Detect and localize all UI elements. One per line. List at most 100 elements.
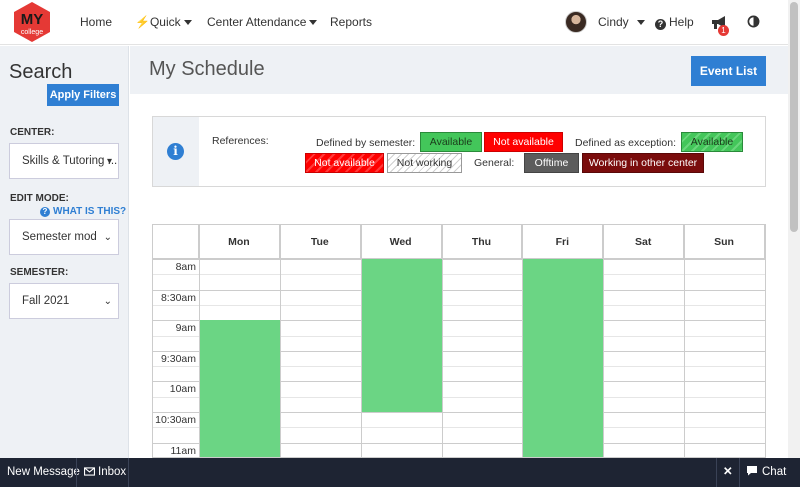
college-logo[interactable]: MY college <box>10 0 54 44</box>
center-label: CENTER: <box>10 127 55 138</box>
svg-text:college: college <box>21 29 43 36</box>
close-icon[interactable]: ✕ <box>723 466 733 478</box>
day-header-thu: Thu <box>441 225 523 259</box>
grid-line <box>153 412 765 413</box>
apply-filters-button[interactable]: Apply Filters <box>47 84 119 106</box>
user-avatar[interactable] <box>565 11 587 33</box>
chat-button[interactable]: Chat <box>746 458 786 487</box>
what-is-this-label: WHAT IS THIS? <box>53 206 127 217</box>
grid-line <box>153 304 765 306</box>
grid-line <box>153 259 765 260</box>
question-icon: ? <box>655 19 666 30</box>
semester-select[interactable]: Fall 2021 ⌄ <box>9 283 119 319</box>
info-icon: i <box>167 143 184 160</box>
svg-text:MY: MY <box>21 11 44 28</box>
center-select[interactable]: Skills & Tutoring ... ▾ <box>9 143 119 179</box>
divider <box>739 458 740 487</box>
available-block-mon[interactable] <box>200 320 280 457</box>
grid-line <box>765 225 766 458</box>
bolt-icon: ⚡ <box>135 15 150 29</box>
grid-line <box>279 225 281 457</box>
time-label: 8:30am <box>160 291 196 304</box>
grid-line <box>153 335 765 337</box>
legend-working-other-center: Working in other center <box>582 153 704 173</box>
page-title: My Schedule <box>149 58 265 80</box>
question-icon: ? <box>40 207 50 217</box>
defined-by-semester-label: Defined by semester: <box>316 137 416 149</box>
defined-as-exception-label: Defined as exception: <box>575 137 676 149</box>
legend-exception-not-available: Not available <box>305 153 384 173</box>
center-select-value: Skills & Tutoring ... <box>22 155 118 167</box>
bottom-bar: New Message Inbox ✕ Chat <box>0 458 800 487</box>
event-list-button[interactable]: Event List <box>691 56 766 86</box>
edit-mode-select[interactable]: Semester mod ⌄ <box>9 219 119 255</box>
grid-line <box>360 225 362 457</box>
general-label: General: <box>474 157 515 169</box>
divider <box>128 458 129 487</box>
search-title: Search <box>9 61 73 83</box>
time-label: 8am <box>175 261 196 273</box>
legend-offtime: Offtime <box>524 153 579 173</box>
grid-line <box>153 396 765 398</box>
grid-line <box>153 320 765 322</box>
chat-label: Chat <box>762 466 787 478</box>
scrollbar-thumb[interactable] <box>790 2 798 232</box>
page-scrollbar[interactable] <box>788 0 800 458</box>
contrast-toggle-icon[interactable] <box>747 15 760 28</box>
legend-exception-available: Available <box>681 132 743 152</box>
references-legend: i References: Defined by semester: Avail… <box>152 116 766 187</box>
user-menu[interactable]: Cindy <box>598 15 645 29</box>
grid-line <box>603 225 605 457</box>
available-block-wed[interactable] <box>361 259 442 412</box>
chevron-down-icon: ⌄ <box>103 296 112 307</box>
grid-line <box>153 289 765 291</box>
page-header: My Schedule Event List <box>130 46 788 94</box>
grid-line <box>153 442 765 444</box>
grid-line <box>684 225 686 457</box>
day-header-fri: Fri <box>522 225 604 259</box>
legend-available: Available <box>420 132 482 152</box>
nav-quick[interactable]: ⚡Quick <box>135 15 192 29</box>
day-header-sat: Sat <box>603 225 685 259</box>
grid-line <box>153 274 765 276</box>
legend-not-working: Not working <box>387 153 462 173</box>
grid-line <box>153 427 765 429</box>
filter-sidebar: Search Apply Filters CENTER: Skills & Tu… <box>0 46 129 458</box>
edit-mode-select-value: Semester mod <box>22 231 97 243</box>
chevron-down-icon: ⌄ <box>103 232 112 243</box>
day-header-tue: Tue <box>279 225 361 259</box>
day-header-wed: Wed <box>360 225 442 259</box>
time-label: 10:30am <box>155 414 196 426</box>
help-link[interactable]: ? Help <box>655 15 694 30</box>
chat-bubble-icon <box>747 466 757 476</box>
nav-home[interactable]: Home <box>80 15 113 29</box>
day-header-sun: Sun <box>684 225 765 259</box>
inbox-label: Inbox <box>98 466 127 478</box>
calendar-corner <box>153 225 199 259</box>
inbox-button[interactable]: Inbox <box>84 458 126 487</box>
semester-select-value: Fall 2021 <box>22 295 70 307</box>
caret-down-icon <box>636 20 645 26</box>
envelope-icon <box>84 467 96 476</box>
caret-down-icon: ▾ <box>106 156 112 167</box>
grid-line <box>153 381 765 383</box>
day-header-mon: Mon <box>199 225 280 259</box>
new-message-button[interactable]: New Message <box>7 466 80 478</box>
time-label: 9am <box>175 322 196 335</box>
available-block-fri[interactable] <box>523 259 604 457</box>
nav-center-attendance[interactable]: Center Attendance <box>207 15 318 29</box>
grid-line <box>441 225 443 457</box>
time-label: 9:30am <box>160 352 196 365</box>
schedule-calendar: 8am 8:30am 9am 9:30am 10am 10:30am 11am Mon Tue W… <box>152 224 766 458</box>
top-navbar: MY college Home ⚡Quick Center Attendance… <box>0 0 788 45</box>
info-panel: i <box>153 117 199 186</box>
help-label: Help <box>669 15 694 29</box>
semester-label: SEMESTER: <box>10 267 69 278</box>
notification-badge: 1 <box>718 25 729 36</box>
nav-reports[interactable]: Reports <box>330 15 373 29</box>
grid-line <box>153 366 765 368</box>
what-is-this-link[interactable]: ? WHAT IS THIS? <box>40 206 126 217</box>
legend-not-available: Not available <box>484 132 563 152</box>
time-label: 10am <box>169 383 196 396</box>
grid-line <box>522 225 524 457</box>
